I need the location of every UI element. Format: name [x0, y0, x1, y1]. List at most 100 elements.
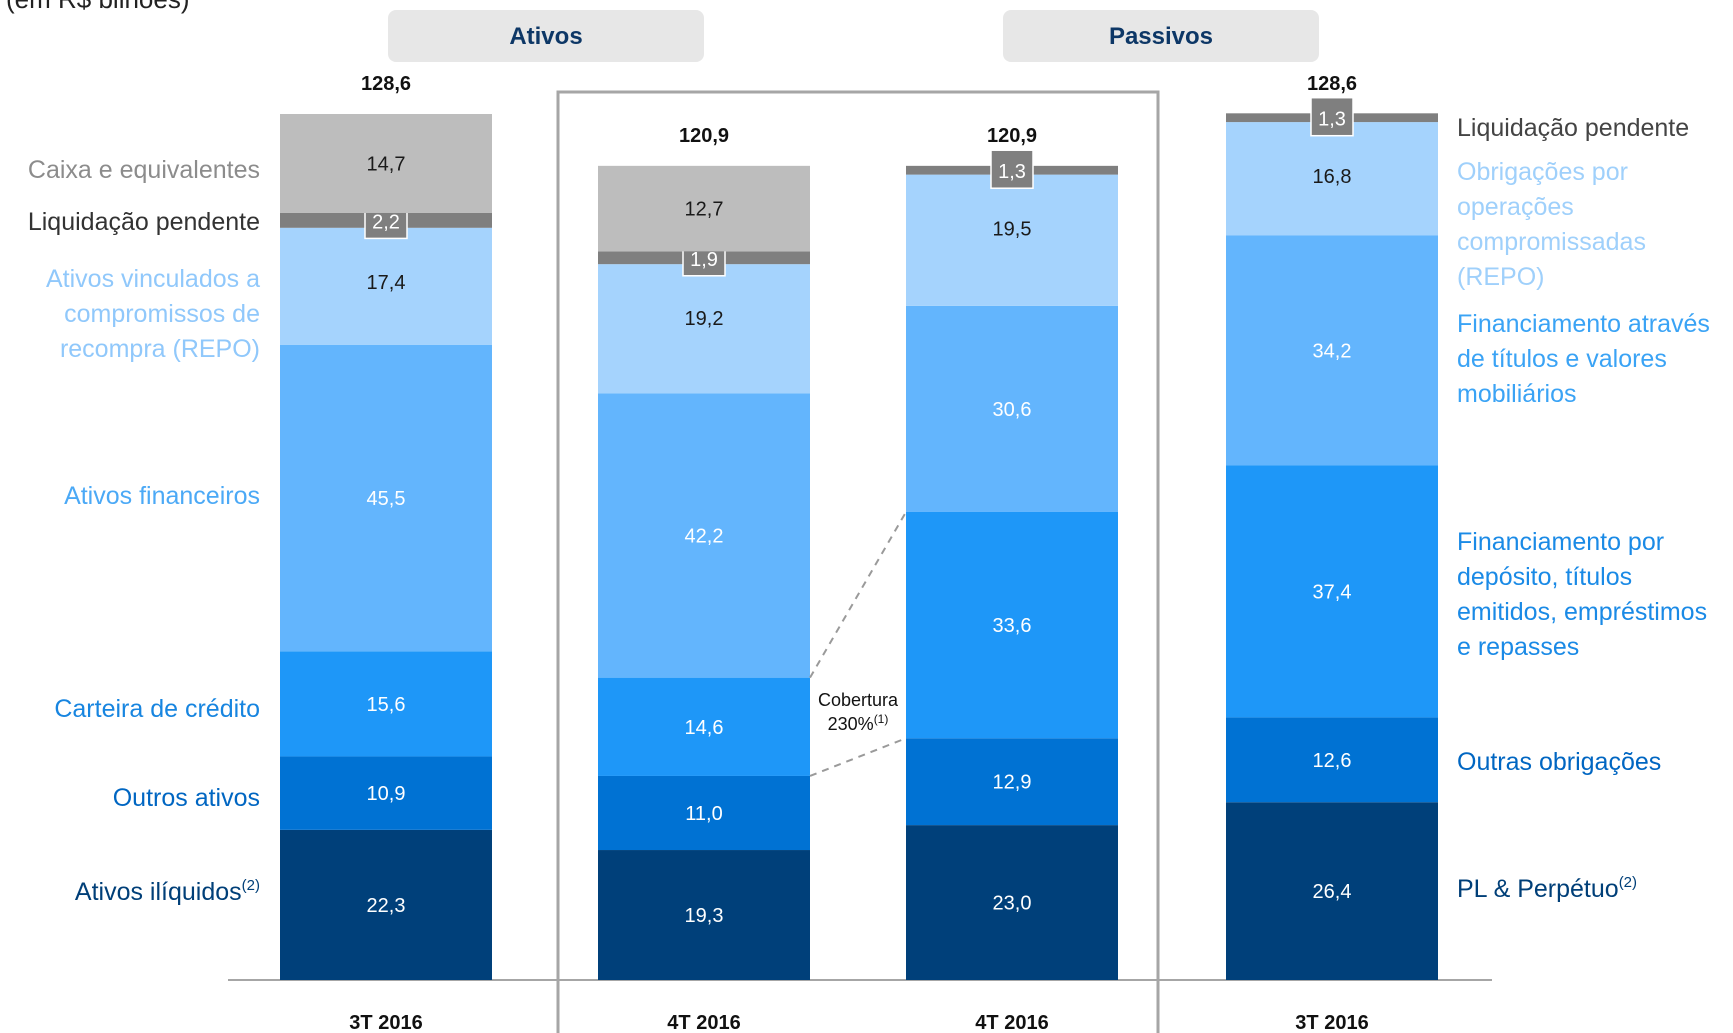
right-legend-label: Financiamento por [1457, 528, 1664, 556]
bar-segment [280, 114, 492, 213]
data-label: 30,6 [993, 399, 1032, 421]
data-label: 22,3 [367, 895, 406, 917]
left-legend-label: Liquidação pendente [28, 208, 260, 236]
left-legend-label: Caixa e equivalentes [28, 156, 260, 184]
legend-text: Liquidação pendente [28, 208, 260, 236]
legend-text: Financiamento por [1457, 528, 1664, 556]
right-legend-label: Outras obrigações [1457, 748, 1661, 776]
data-label: 33,6 [993, 615, 1032, 637]
bar-segment [1226, 122, 1438, 236]
liabilities-header: Passivos [1109, 23, 1213, 50]
bar-segment [1226, 235, 1438, 466]
data-label: 2,2 [372, 211, 400, 233]
legend-text: PL & Perpétuo [1457, 875, 1619, 903]
right-legend-label: e repasses [1457, 633, 1579, 661]
data-label: 19,3 [685, 905, 724, 927]
bar-segment [598, 393, 810, 678]
data-label: 12,7 [685, 199, 724, 221]
left-legend-label: Ativos financeiros [64, 482, 260, 510]
legend-text: e repasses [1457, 633, 1579, 661]
legend-footnote: (2) [242, 877, 260, 894]
right-legend-label: PL & Perpétuo(2) [1457, 874, 1637, 903]
bar-segment [906, 825, 1118, 980]
category-label: 3T 2016 [1295, 1012, 1368, 1033]
left-legend-label: Ativos vinculados a [46, 265, 260, 293]
legend-text: Outros ativos [113, 784, 260, 812]
bar-segment [598, 775, 810, 851]
right-legend-label: emitidos, empréstimos [1457, 598, 1707, 626]
data-label: 1,3 [1318, 109, 1346, 131]
legend-text: emitidos, empréstimos [1457, 598, 1707, 626]
left-legend-label: compromissos de [64, 300, 260, 328]
data-label: 12,6 [1313, 750, 1352, 772]
right-legend-label: operações [1457, 193, 1574, 221]
data-label: 14,7 [367, 153, 406, 175]
data-label: 19,5 [993, 219, 1032, 241]
data-label: 1,9 [690, 249, 718, 271]
left-legend-label: Carteira de crédito [54, 695, 260, 723]
legend-text: Ativos vinculados a [46, 265, 260, 293]
bar-segment [598, 264, 810, 394]
bar-segment [906, 305, 1118, 512]
legend-text: recompra (REPO) [60, 335, 260, 363]
legend-text: Outras obrigações [1457, 748, 1661, 776]
right-legend-label: Obrigações por [1457, 158, 1628, 186]
right-legend-label: (REPO) [1457, 263, 1545, 291]
total-label: 120,9 [679, 125, 729, 147]
liabilities-header-pill [1003, 10, 1319, 62]
coverage-value: 230%(1) [828, 712, 889, 734]
data-label: 45,5 [367, 488, 406, 510]
legend-text: Ativos financeiros [64, 482, 260, 510]
left-legend-label: Outros ativos [113, 784, 260, 812]
unit-subtitle: (em R$ bilhões) [6, 0, 190, 15]
bar-segment [280, 344, 492, 652]
legend-text: Obrigações por [1457, 158, 1628, 186]
legend-text: Carteira de crédito [54, 695, 260, 723]
category-label: 4T 2016 [975, 1012, 1048, 1033]
bar-segment [906, 738, 1118, 826]
quarter-frame [556, 90, 1160, 1033]
bar-segment [1226, 717, 1438, 803]
data-label: 17,4 [367, 272, 406, 294]
legend-footnote: (2) [1619, 874, 1637, 891]
data-label: 11,0 [685, 803, 722, 825]
data-label: 19,2 [685, 308, 724, 330]
coverage-connector-top [809, 511, 907, 679]
data-label: 26,4 [1313, 881, 1352, 903]
data-label: 42,2 [685, 526, 724, 548]
assets-header: Ativos [509, 23, 582, 50]
data-label: 10,9 [367, 783, 406, 805]
data-label: 15,6 [367, 694, 406, 716]
total-label: 128,6 [361, 73, 411, 95]
bar-segment [598, 165, 810, 252]
coverage-footnote: (1) [874, 712, 889, 726]
bar-segment [906, 174, 1118, 306]
bar-segment [280, 227, 492, 345]
legend-text: compromissadas [1457, 228, 1646, 256]
pending-marker-box [1310, 96, 1354, 137]
coverage-percent: 230% [828, 714, 874, 734]
legend-text: Caixa e equivalentes [28, 156, 260, 184]
pending-marker-box [990, 149, 1034, 189]
category-label: 3T 2016 [349, 1012, 422, 1033]
right-legend-label: compromissadas [1457, 228, 1646, 256]
total-label: 120,9 [987, 125, 1037, 147]
legend-text: Ativos ilíquidos [75, 878, 242, 906]
legend-text: depósito, títulos [1457, 563, 1632, 591]
data-label: 1,3 [998, 161, 1026, 183]
coverage-label: Cobertura [818, 690, 899, 710]
data-label: 34,2 [1313, 340, 1352, 362]
legend-text: mobiliários [1457, 380, 1576, 408]
total-label: 128,6 [1307, 73, 1357, 95]
legend-text: (REPO) [1457, 263, 1545, 291]
legend-text: compromissos de [64, 300, 260, 328]
coverage-connector-bottom [809, 737, 907, 777]
bar-segment [280, 829, 492, 980]
left-legend-label: recompra (REPO) [60, 335, 260, 363]
right-legend-label: de títulos e valores [1457, 345, 1667, 373]
data-label: 12,9 [993, 772, 1032, 794]
bar-segment [280, 756, 492, 830]
right-legend-label: depósito, títulos [1457, 563, 1632, 591]
data-label: 23,0 [993, 893, 1032, 915]
